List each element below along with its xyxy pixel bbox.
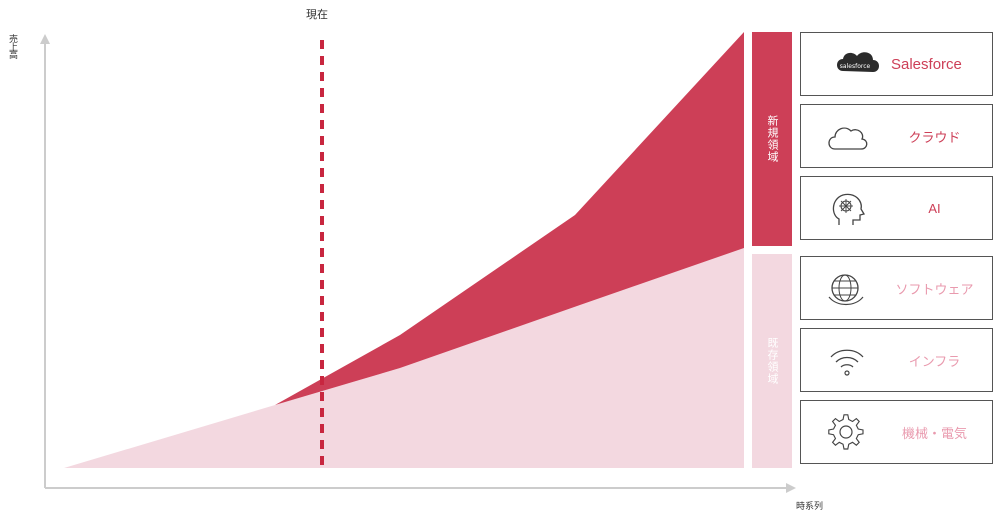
card-software: ソフトウェア xyxy=(800,256,993,320)
gear-icon xyxy=(828,414,864,450)
new-revenue-area xyxy=(275,32,744,405)
x-axis-label: 時系列 xyxy=(796,502,824,512)
card-label: クラウド xyxy=(908,129,961,145)
card-label: 機械・電気 xyxy=(901,425,967,441)
card-salesforce: salesforce Salesforce xyxy=(800,32,993,96)
cloud-icon xyxy=(828,127,868,150)
card-cloud: クラウド xyxy=(800,104,993,168)
y-axis-label: 売上高 xyxy=(7,34,17,58)
salesforce-logo-text: salesforce xyxy=(840,63,871,70)
card-ai: AI xyxy=(800,176,993,240)
card-machinery: 機械・電気 xyxy=(800,400,993,464)
card-label: インフラ xyxy=(908,353,961,369)
card-label: AI xyxy=(928,200,941,216)
brain-head-icon xyxy=(832,193,866,225)
existing-revenue-area xyxy=(64,248,744,468)
y-axis-arrow xyxy=(40,34,50,44)
existing-domain-label: 既存領域 xyxy=(766,337,779,385)
globe-icon xyxy=(828,274,864,306)
card-label: ソフトウェア xyxy=(895,281,974,297)
new-domain-label: 新規領域 xyxy=(766,115,779,163)
card-label: Salesforce xyxy=(891,55,962,73)
wifi-icon xyxy=(830,349,864,376)
now-marker-label: 現在 xyxy=(306,8,328,21)
card-infra: インフラ xyxy=(800,328,993,392)
existing-domain-band: 既存領域 xyxy=(752,254,792,468)
x-axis-arrow xyxy=(786,483,796,493)
new-domain-band: 新規領域 xyxy=(752,32,792,246)
salesforce-logo-icon: salesforce xyxy=(837,52,879,72)
